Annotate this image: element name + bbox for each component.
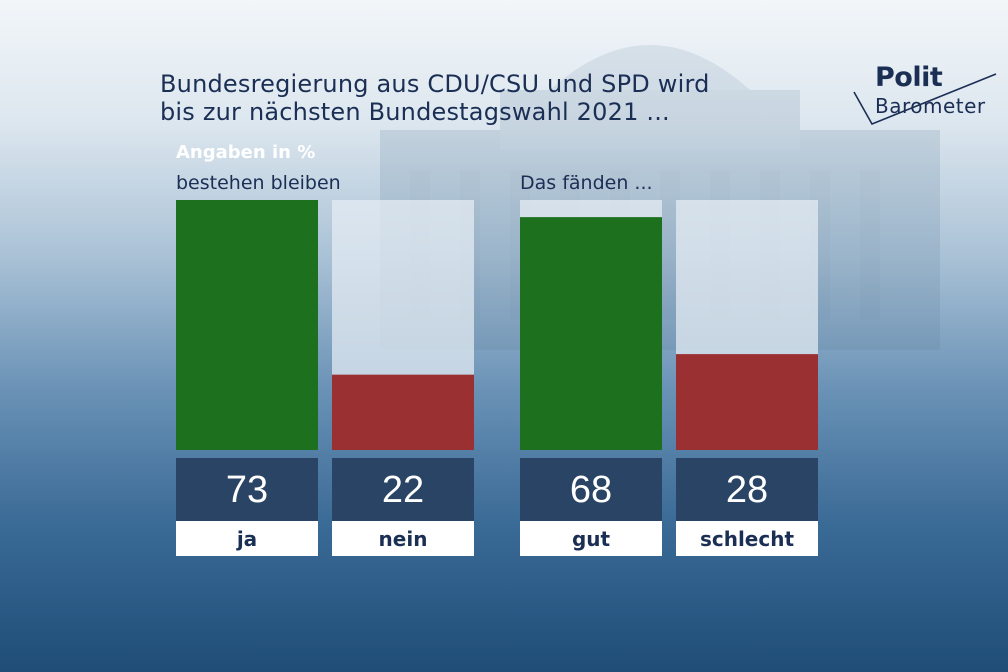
bar-schlecht [676, 354, 818, 450]
data-label-ja: 73 [226, 469, 268, 511]
value-box-nein [332, 458, 474, 521]
title-line-1: Bundesregierung aus CDU/CSU und SPD wird [160, 70, 710, 98]
data-label-schlecht: 28 [726, 469, 768, 511]
category-label-nein: nein [379, 527, 428, 551]
group-label-2: Das fänden ... [520, 172, 653, 194]
bar-nein [332, 374, 474, 450]
category-box-gut [520, 521, 662, 556]
title-line-2: bis zur nächsten Bundestagswahl 2021 ... [160, 98, 670, 126]
chart-title: Bundesregierung aus CDU/CSU und SPD wird… [160, 70, 710, 126]
unit-note: Angaben in % [176, 142, 316, 163]
checkmark-icon [853, 73, 997, 126]
category-label-schlecht: schlecht [700, 527, 795, 551]
politbarometer-logo: Polit Barometer [850, 62, 1000, 132]
category-box-nein [332, 521, 474, 556]
bar-gut [520, 217, 662, 450]
category-box-ja [176, 521, 318, 556]
category-box-schlecht [676, 521, 818, 556]
logo-line-2: Barometer [875, 94, 986, 118]
bar-ja [176, 200, 318, 450]
data-label-gut: 68 [570, 469, 612, 511]
value-box-ja [176, 458, 318, 521]
category-label-ja: ja [236, 527, 257, 551]
value-box-gut [520, 458, 662, 521]
logo-line-1: Polit [875, 62, 943, 93]
data-label-nein: 22 [382, 469, 424, 511]
value-box-schlecht [676, 458, 818, 521]
category-label-gut: gut [572, 527, 611, 551]
group-label-1: bestehen bleiben [176, 172, 341, 194]
